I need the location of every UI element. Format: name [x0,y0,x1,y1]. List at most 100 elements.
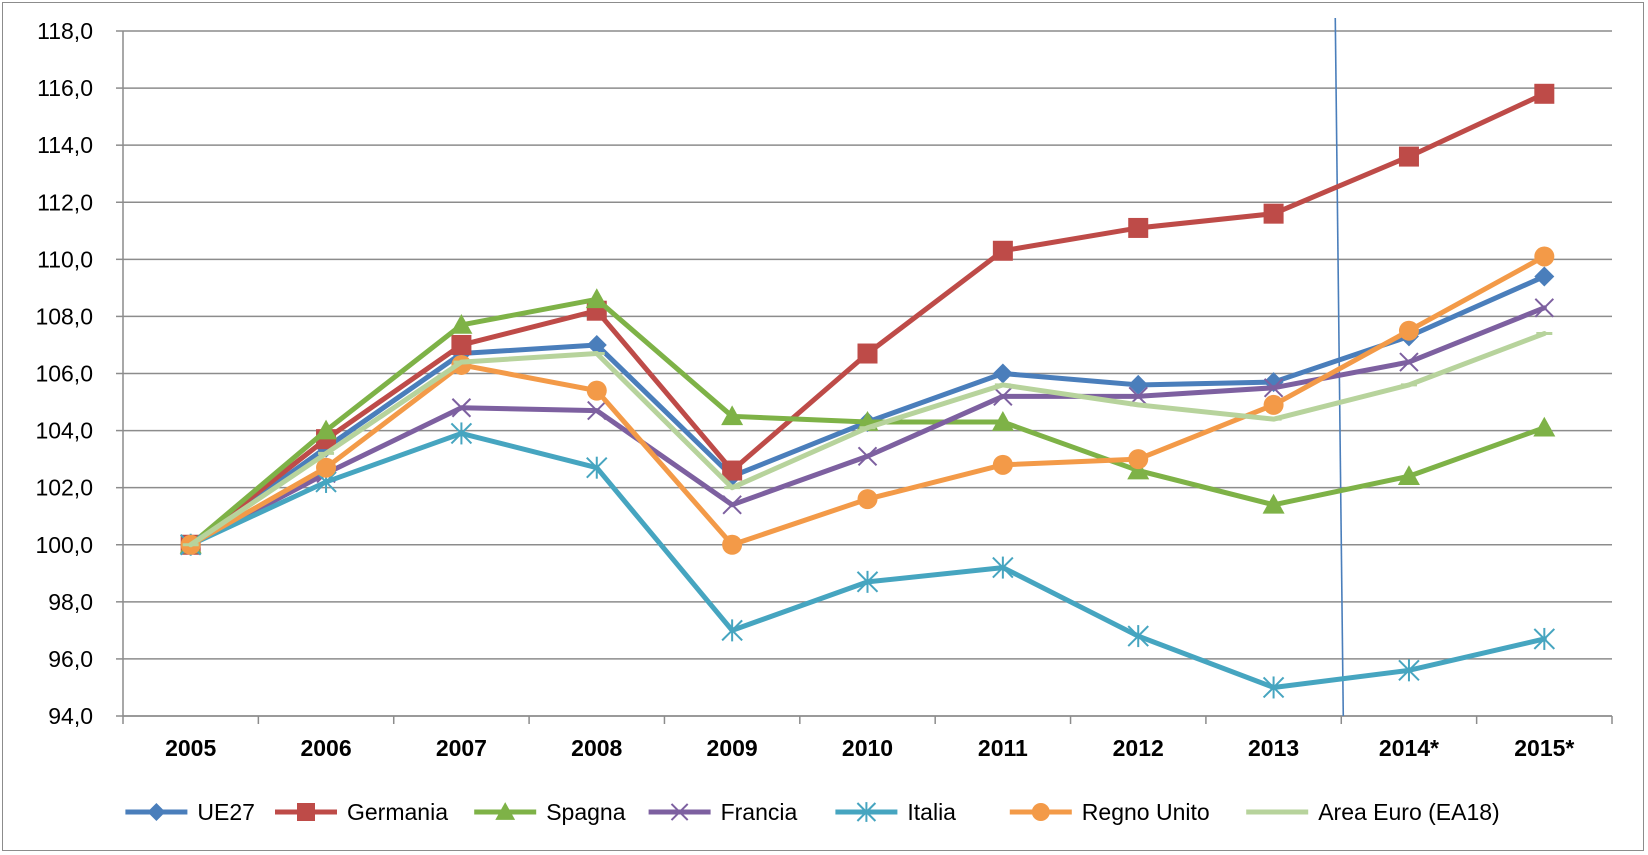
legend-item: Italia [835,799,956,825]
legend-label: Area Euro (EA18) [1318,799,1500,825]
data-point [721,619,743,642]
data-point [991,411,1014,431]
data-point [1533,627,1556,650]
gridlines [123,30,1612,717]
data-point [721,405,744,426]
y-tick-label: 96,0 [48,646,93,672]
data-point-stroke [451,398,472,418]
data-point [856,802,877,822]
data-point [857,446,878,466]
y-tick-label: 118,0 [37,18,93,44]
legend-item: Regno Unito [1009,799,1210,825]
data-point [670,803,689,821]
data-point [315,419,338,440]
data-point [1398,320,1419,341]
data-point [993,386,1013,407]
legend-label: Francia [721,799,798,825]
data-point [722,534,743,555]
series-layer [179,83,1556,699]
data-point [451,334,472,355]
x-tick-label: 2011 [978,735,1028,761]
y-tick-label: 100,0 [35,532,93,558]
data-point [297,803,315,821]
data-point-stroke [993,386,1013,407]
data-point [992,240,1013,261]
y-tick-label: 104,0 [35,418,93,444]
legend-item: Francia [648,799,798,825]
data-point [1262,676,1285,699]
data-point [856,570,879,593]
data-point [1534,83,1555,104]
y-tick-label: 102,0 [35,475,93,501]
data-point [992,454,1013,475]
x-tick-label: 2008 [571,735,622,761]
data-point [992,363,1013,384]
y-tick-label: 108,0 [35,303,93,329]
x-tick-label: 2014* [1379,735,1439,761]
data-point [1399,352,1419,372]
y-tick-label: 110,0 [37,246,93,272]
data-point [1263,378,1284,398]
data-point [586,334,607,355]
series-area-euro-ea18 [182,331,1553,548]
data-point [857,343,878,364]
legend-item: Area Euro (EA18) [1246,799,1500,825]
legend-label: Germania [347,799,448,825]
data-point [1398,146,1419,167]
data-point [1534,246,1555,267]
legend: UE27 Germania Spagna Francia Italia Regno Uni… [125,799,1500,825]
x-tick-label: 2005 [165,735,216,761]
y-tick-label: 98,0 [48,589,93,615]
data-point [1263,394,1284,415]
data-point [1262,493,1285,514]
x-tick-label: 2009 [707,735,758,761]
data-point [857,489,878,510]
data-point [450,313,473,334]
x-tick-label: 2012 [1113,735,1164,761]
legend-label: Italia [907,799,956,825]
data-point-stroke [1399,352,1419,372]
data-point [1128,374,1149,395]
data-point [1127,625,1149,648]
data-point [495,802,516,820]
data-point [1534,298,1555,318]
data-point-stroke [1534,298,1555,318]
data-point [451,398,472,418]
data-point [1263,203,1284,224]
legend-label: Regno Unito [1082,799,1210,825]
data-point [587,400,607,421]
data-point [450,422,473,445]
x-axis-ticks: 2005 2006 2007 2008 2009 2010 2011 2012 2013 2014… [165,735,1574,761]
legend-item: Germania [275,799,448,825]
legend-label: UE27 [197,799,255,825]
data-point [1534,266,1555,287]
data-point [1031,803,1050,821]
x-tick-label: 2013 [1248,735,1299,761]
data-point [586,456,608,479]
series-regno-unito [180,246,1555,555]
axes [116,30,1613,724]
data-point-stroke [1263,378,1284,398]
data-point [1128,217,1149,238]
legend-item: UE27 [125,799,255,825]
y-tick-label: 114,0 [37,132,93,158]
x-tick-label: 2010 [842,735,893,761]
y-tick-label: 112,0 [37,189,93,215]
y-axis-ticks: 94,0 96,0 98,0 100,0 102,0 104,0 106,0 108,0 110… [35,18,93,729]
y-tick-label: 106,0 [35,361,93,387]
data-point-stroke [722,495,742,515]
y-tick-label: 94,0 [48,703,93,729]
series-germania [180,83,1555,555]
x-tick-label: 2006 [300,735,351,761]
x-tick-label: 2007 [436,735,487,761]
data-point [147,803,166,821]
data-point [992,556,1014,579]
data-point [1398,659,1420,682]
data-point-stroke [670,803,689,821]
data-point [722,460,743,481]
x-tick-label: 2015* [1514,735,1574,761]
y-tick-label: 116,0 [37,75,93,101]
data-point-stroke [857,446,878,466]
